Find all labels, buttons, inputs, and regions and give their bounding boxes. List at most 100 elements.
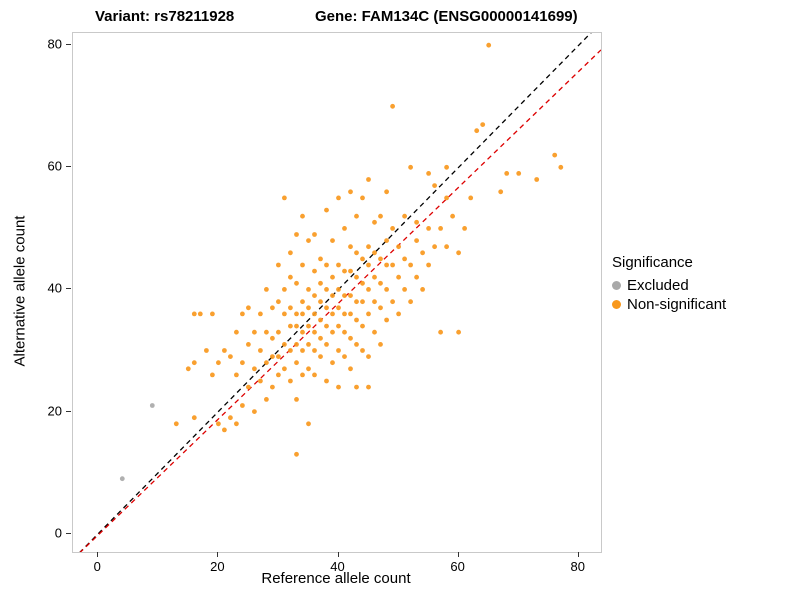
data-point <box>414 238 419 244</box>
data-point <box>312 348 317 353</box>
data-point <box>324 262 329 268</box>
data-point <box>306 366 311 372</box>
data-point <box>306 342 311 347</box>
data-point <box>354 317 359 323</box>
data-point <box>288 323 293 329</box>
data-point <box>270 354 275 359</box>
data-point <box>534 177 540 182</box>
legend-swatch-icon <box>612 281 621 290</box>
data-point <box>402 213 407 219</box>
data-point <box>276 299 281 305</box>
data-point <box>378 213 383 219</box>
data-point <box>360 348 365 353</box>
x-tick-label: 20 <box>210 559 225 574</box>
data-point <box>330 293 335 298</box>
data-point <box>276 354 281 359</box>
data-point <box>414 219 419 225</box>
data-point <box>282 342 287 347</box>
data-point <box>336 305 341 311</box>
data-point <box>282 195 287 201</box>
data-point <box>330 311 335 317</box>
data-point <box>204 348 209 353</box>
legend-item-label: Non-significant <box>627 296 727 313</box>
data-point <box>264 287 269 292</box>
data-point <box>558 164 564 170</box>
data-point <box>336 384 341 390</box>
data-point <box>197 311 203 317</box>
data-point <box>426 171 431 176</box>
data-point <box>234 329 239 335</box>
data-point <box>294 342 299 347</box>
data-point <box>372 274 377 280</box>
data-point <box>149 403 155 408</box>
data-point <box>276 262 281 268</box>
x-tick-label: 80 <box>570 559 585 574</box>
data-point <box>306 305 311 311</box>
data-point <box>438 226 443 231</box>
data-point <box>396 311 401 317</box>
data-point <box>504 171 510 176</box>
x-tick-mark <box>457 552 459 557</box>
data-point <box>480 122 486 127</box>
data-point <box>378 256 383 262</box>
data-point <box>318 317 323 323</box>
data-point <box>360 256 365 262</box>
data-point <box>408 164 413 170</box>
legend-items: Excluded Non-significant <box>612 277 726 313</box>
x-tick-mark <box>337 552 339 557</box>
data-point <box>210 311 215 317</box>
data-point <box>336 195 341 201</box>
data-point <box>348 335 353 341</box>
legend-item-label: Excluded <box>627 277 689 294</box>
data-point <box>360 280 365 286</box>
data-point <box>240 360 245 366</box>
legend-swatch-icon <box>612 300 621 309</box>
data-point <box>360 195 365 201</box>
data-point <box>312 329 317 335</box>
data-point <box>318 335 323 341</box>
plot-title-gene: Gene: FAM134C (ENSG00000141699) <box>315 8 578 25</box>
data-point <box>318 354 323 359</box>
data-point <box>312 372 317 378</box>
y-tick-mark <box>66 44 71 46</box>
data-point <box>324 323 329 329</box>
data-point <box>336 348 341 353</box>
data-point <box>366 287 371 292</box>
data-point <box>414 274 419 280</box>
data-point <box>552 152 558 158</box>
x-tick-mark <box>217 552 219 557</box>
data-point <box>366 177 371 182</box>
data-point <box>366 311 371 317</box>
data-point <box>390 103 395 109</box>
data-point <box>354 299 359 305</box>
data-point <box>474 128 480 134</box>
data-point <box>378 305 383 311</box>
data-point <box>191 415 197 421</box>
x-tick-label: 60 <box>450 559 465 574</box>
data-point <box>324 305 329 311</box>
data-point <box>450 213 455 219</box>
data-point <box>294 451 299 457</box>
data-point <box>282 287 287 292</box>
data-point <box>288 305 293 311</box>
data-point <box>348 366 353 372</box>
x-tick-label: 0 <box>93 559 101 574</box>
data-point <box>264 329 269 335</box>
data-point <box>282 366 287 372</box>
data-point <box>330 274 335 280</box>
data-point <box>318 256 323 262</box>
data-point <box>402 256 407 262</box>
data-point <box>252 366 257 372</box>
data-point <box>264 360 269 366</box>
data-point <box>330 329 335 335</box>
data-point <box>348 244 353 250</box>
data-point <box>330 360 335 366</box>
data-point <box>420 250 425 256</box>
data-point <box>432 244 437 250</box>
data-point <box>348 268 353 274</box>
legend: Significance Excluded Non-significant <box>612 254 726 315</box>
y-tick-label: 0 <box>54 525 62 541</box>
data-point <box>354 384 359 390</box>
data-point <box>234 372 239 378</box>
data-point <box>300 348 305 353</box>
